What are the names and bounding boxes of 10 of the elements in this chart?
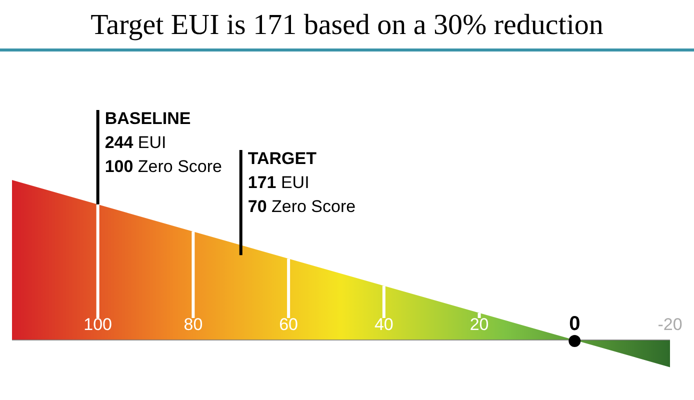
x-tick-label: -20 [658, 315, 682, 334]
x-tick-label: 60 [279, 315, 298, 334]
chart-title: Target EUI is 171 based on a 30% reduction [90, 9, 604, 41]
ref-line-label: TARGET 171 EUI 70 Zero Score [248, 149, 356, 216]
x-tick-label: 20 [470, 315, 489, 334]
x-tick-label: 80 [184, 315, 203, 334]
ref-line-label: BASELINE 244 EUI 100 Zero Score [104, 109, 222, 176]
x-tick-label: 40 [374, 315, 394, 334]
x-tick-label: 100 [84, 315, 112, 334]
x-tick-label: 0 [569, 313, 580, 335]
